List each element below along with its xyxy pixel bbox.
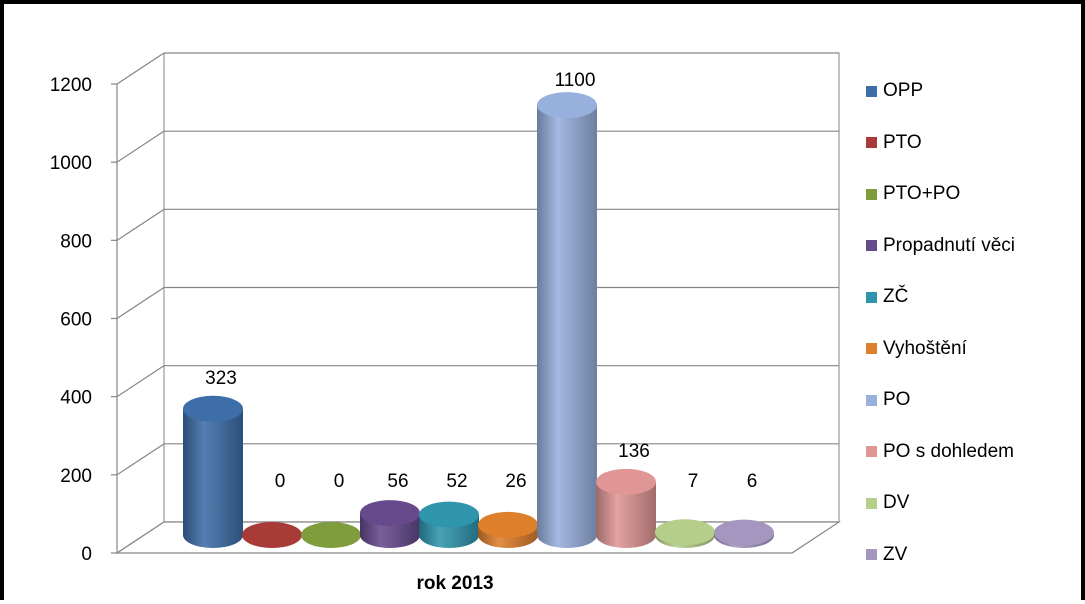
legend-label: Propadnutí věci (883, 234, 1016, 256)
bar-opp (183, 408, 243, 548)
legend-swatch (866, 497, 877, 509)
data-label-po: 1100 (555, 70, 596, 91)
gridline (116, 130, 165, 163)
legend-item-zv: ZV (866, 544, 907, 566)
legend-label: OPP (883, 80, 924, 101)
bar-top-pto-po (301, 522, 361, 548)
gridline (116, 208, 165, 241)
y-tick-label: 1200 (50, 75, 92, 96)
data-label-pto: 0 (275, 471, 286, 492)
data-label-po-s-dohledem: 136 (618, 441, 650, 462)
legend-swatch (866, 343, 877, 354)
legend-swatch (866, 549, 877, 560)
legend-swatch (866, 85, 877, 97)
gridline (116, 52, 165, 85)
legend-label: DV (883, 492, 910, 513)
legend-label: ZČ (883, 286, 909, 307)
y-tick-label: 1000 (50, 153, 92, 174)
bar-top-zc (419, 501, 479, 528)
y-tick-label: 0 (81, 544, 92, 565)
legend-swatch (866, 240, 877, 251)
legend-swatch (866, 188, 877, 200)
legend-label: PTO+PO (883, 183, 961, 204)
legend-item-po-s-dohledem: PO s dohledem (866, 441, 1014, 463)
bar-top-po-s-dohledem (596, 468, 656, 495)
bar-po-s-dohledem (596, 481, 656, 548)
bar-top-dv (655, 519, 715, 546)
legend-label: PO s dohledem (883, 440, 1014, 462)
legend-swatch (866, 137, 877, 148)
y-tick-label: 200 (60, 466, 92, 487)
legend-swatch (866, 446, 877, 457)
data-label-pto-po: 0 (334, 471, 345, 492)
legend-item-pto: PTO (866, 132, 922, 154)
bar-top-zv (714, 519, 774, 546)
y-tick-label: 800 (60, 231, 92, 252)
legend-item-vyhosteni: Vyhoštění (866, 338, 967, 360)
bar-top-pto (242, 522, 302, 548)
bar-top-propadnuti-veci (360, 500, 420, 527)
legend-item-zc: ZČ (866, 286, 908, 308)
data-label-zv: 6 (747, 471, 758, 492)
bar-top-opp (183, 395, 243, 422)
legend-label: PO (883, 389, 911, 410)
chart-plot: 0 200 400 600 800 1000 1200 rok 2013 323 0 0 56 52 26… (50, 52, 841, 594)
legend-label: PTO (883, 131, 922, 153)
gridline (116, 365, 165, 398)
x-tick-label: rok 2013 (416, 573, 493, 594)
y-tick-label: 600 (60, 310, 92, 331)
data-label-propadnuti-veci: 56 (387, 471, 408, 492)
legend-label: ZV (883, 543, 908, 565)
gridline (116, 286, 165, 320)
legend-item-dv: DV (866, 492, 909, 514)
bar-po (537, 105, 597, 548)
data-label-dv: 7 (688, 471, 699, 492)
legend-label: Vyhoštění (883, 337, 967, 359)
data-label-zc: 52 (446, 471, 467, 492)
bar-top-vyhosteni (478, 511, 538, 538)
legend-item-po: PO (866, 389, 910, 411)
legend-swatch (866, 394, 877, 406)
data-label-opp: 323 (205, 368, 237, 389)
legend-item-pto-po: PTO+PO (866, 183, 960, 205)
bar-top-po (537, 92, 597, 119)
data-label-vyhosteni: 26 (505, 471, 526, 492)
legend-swatch (866, 291, 877, 303)
y-tick-label: 400 (60, 388, 92, 409)
gridline (116, 443, 165, 476)
legend-item-propadnuti-veci: Propadnutí věci (866, 235, 1015, 257)
legend-item-opp: OPP (866, 80, 923, 102)
